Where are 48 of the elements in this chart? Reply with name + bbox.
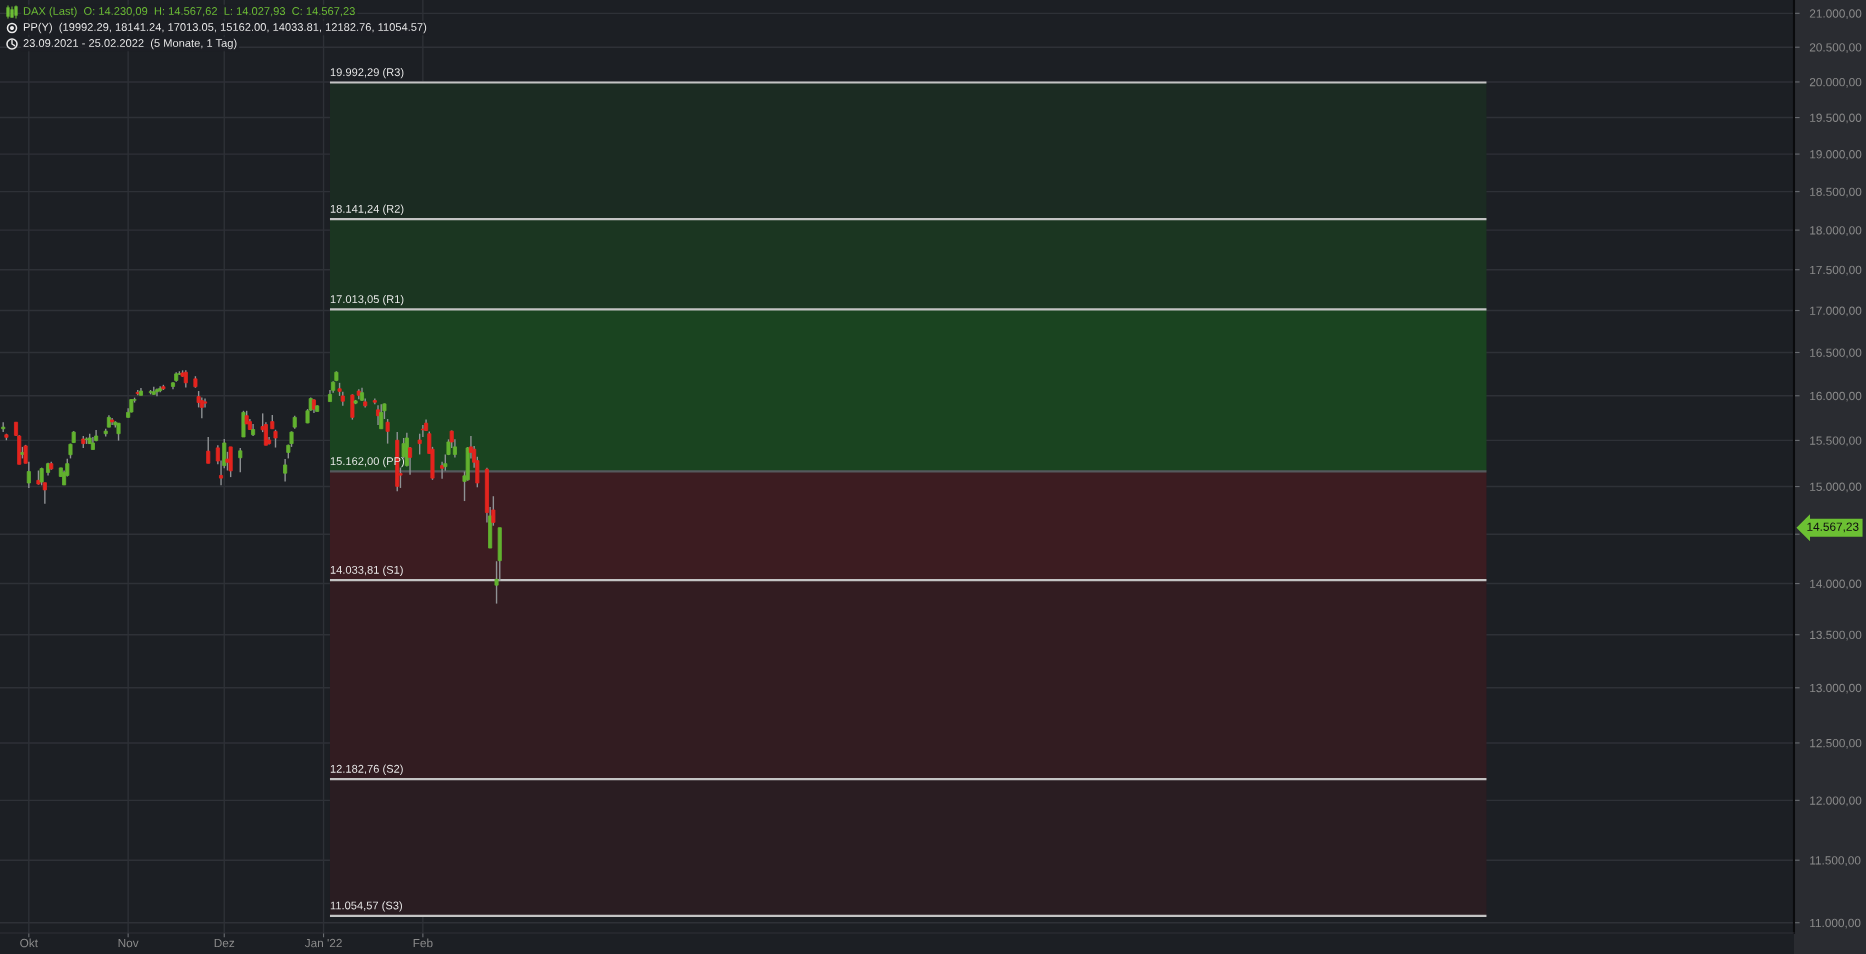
candlestick: [491, 495, 496, 527]
y-tick-label: 11.500,00: [1810, 856, 1861, 867]
candlestick: [417, 433, 422, 456]
candlestick: [228, 446, 233, 478]
candlestick: [26, 460, 31, 489]
y-tick-label: 16.000,00: [1810, 391, 1862, 402]
candlestick: [494, 560, 499, 605]
y-tick-label: 13.000,00: [1810, 683, 1862, 694]
candlestick: [238, 447, 243, 473]
y-tick-label: 17.000,00: [1810, 306, 1862, 317]
y-tick-label: 20.500,00: [1809, 43, 1862, 54]
y-tick-label: 16.500,00: [1810, 348, 1862, 359]
candlestick: [452, 438, 457, 459]
text: DAX (Last) O: 14.230,09 H: 14.567,62 L: 14.027,93 C: 14.567,23: [23, 6, 355, 18]
candlestick: [206, 436, 211, 464]
annotation: 23.09.2021 - 25.02.2022 (5 Monate, 1 Tag): [23, 38, 237, 50]
y-tick-label: 19.000,00: [1810, 150, 1862, 160]
series-label: 12.182,76 (S2): [330, 764, 403, 775]
series-label: 18.141,24 (R2): [330, 204, 404, 215]
y-tick-label: 12.500,00: [1810, 738, 1862, 749]
series-label: 19.992,29 (R3): [330, 67, 404, 79]
y-tick-label: 17.500,00: [1810, 265, 1862, 276]
series-label: 11.054,57 (S3): [330, 901, 402, 912]
y-tick-label: 18.500,00: [1810, 187, 1862, 198]
y-tick-label: 21.000,00: [1809, 9, 1862, 20]
candlestick: [42, 482, 47, 505]
y-tick-label: 11.000,00: [1810, 918, 1861, 929]
candlestick: [283, 458, 288, 483]
series-label: 14.033,81 (S1): [330, 565, 403, 576]
y-tick-label: 12.000,00: [1810, 796, 1862, 807]
y-tick-label: 15.000,00: [1810, 482, 1862, 493]
x-tick-label: Dez: [214, 938, 235, 948]
x-tick-label: Nov: [118, 938, 139, 948]
y-tick-label: 14.000,00: [1810, 579, 1862, 590]
text: 14.567,23: [1807, 522, 1859, 533]
y-tick-label: 15.500,00: [1810, 436, 1862, 447]
candlestick: [420, 424, 425, 438]
series-label: 17.013,05 (R1): [330, 294, 404, 306]
x-tick-label: Feb: [413, 938, 433, 948]
y-tick-label: 13.500,00: [1810, 630, 1862, 641]
candlestick: [385, 418, 390, 445]
y-tick-label: 18.000,00: [1810, 226, 1862, 236]
y-tick-label: 19.500,00: [1810, 113, 1862, 124]
x-tick-label: Okt: [20, 938, 38, 948]
candlestick: [376, 404, 381, 426]
x-tick-label: Jan '22: [304, 938, 342, 948]
y-tick-label: 20.000,00: [1809, 77, 1862, 88]
text: PP(Y) (19992.29, 18141.24, 17013.05, 15162.00, 14033.81, 12182.76, 11054.57): [23, 22, 427, 34]
